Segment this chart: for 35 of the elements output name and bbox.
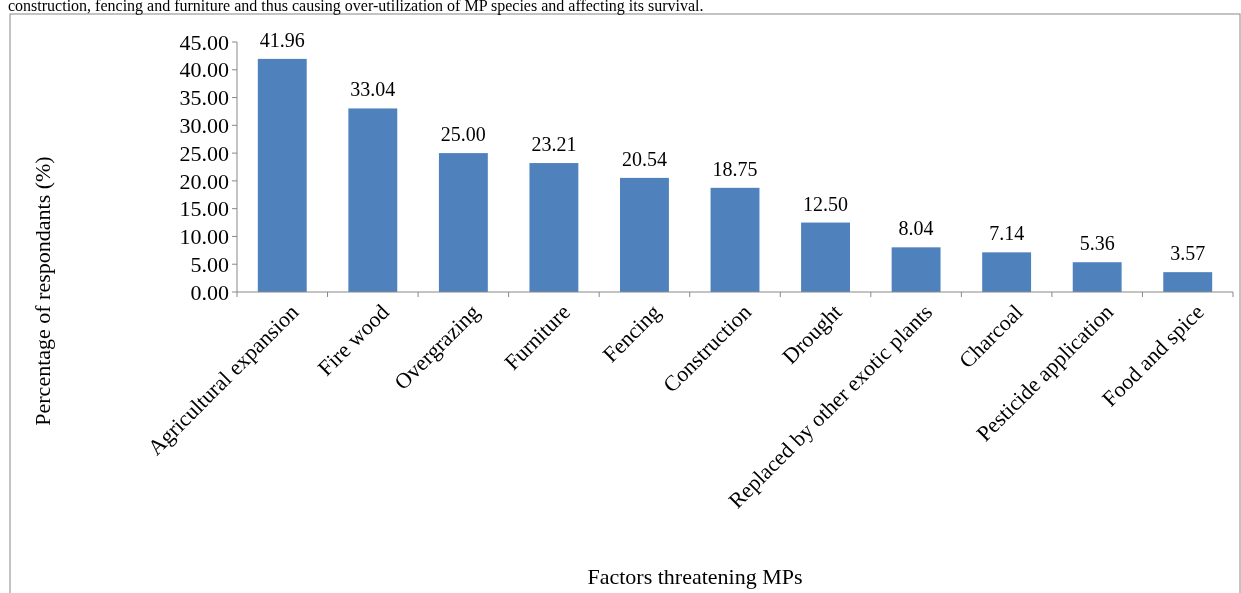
y-tick-label: 40.00 [179,57,229,83]
bar [438,153,488,292]
data-label: 7.14 [989,222,1025,245]
data-label: 20.54 [621,147,667,170]
text: construction, fencing and furniture and thus causing over-utilization of MP species and affecting its survival. [8,0,704,15]
bar [710,187,760,292]
data-label: 18.75 [712,157,758,180]
bar [1163,272,1213,292]
data-label: 25.00 [440,123,486,146]
data-label: 5.36 [1079,232,1115,255]
y-tick-label: 25.00 [179,140,229,166]
bar [529,163,579,292]
bar [348,108,398,292]
y-tick-label: 5.00 [190,251,229,277]
x-axis-title: Factors threatening MPs [587,564,803,589]
data-label: 3.57 [1170,242,1206,265]
bar [620,177,669,292]
y-tick-label: 20.00 [179,168,229,194]
y-tick-label: 0.00 [190,279,229,305]
data-label: 12.50 [803,192,849,215]
data-label: 41.96 [259,28,305,51]
y-tick-label: 45.00 [179,29,229,55]
bar [257,58,307,292]
y-tick-label: 15.00 [179,196,229,222]
bar [982,252,1032,292]
bar [1072,262,1122,292]
data-label: 33.04 [350,78,396,101]
y-axis-title: Percentage of respondants (%) [30,156,55,426]
bar [891,247,941,292]
bar [801,222,850,292]
y-tick-label: 35.00 [179,85,229,111]
data-label: 8.04 [898,217,934,240]
data-label: 23.21 [531,133,577,156]
y-tick-label: 10.00 [179,224,229,250]
y-tick-label: 30.00 [179,113,229,139]
